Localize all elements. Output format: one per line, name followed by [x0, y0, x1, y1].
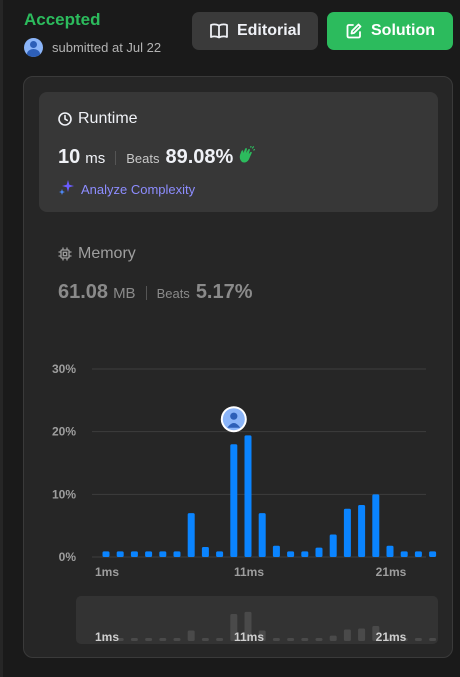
- navigator-tick-label: 1ms: [95, 630, 119, 644]
- runtime-bar[interactable]: [230, 444, 238, 557]
- runtime-title: Runtime: [58, 110, 138, 128]
- navigator-bar: [386, 638, 394, 641]
- editorial-label: Editorial: [236, 22, 301, 39]
- submission-meta: submitted at Jul 22: [24, 38, 161, 57]
- memory-title-text: Memory: [78, 245, 136, 262]
- runtime-stats: 10 ms Beats 89.08%: [58, 145, 256, 169]
- navigator-bar: [372, 626, 380, 641]
- memory-beats-percent: 5.17%: [195, 281, 253, 303]
- book-icon: [209, 22, 229, 40]
- runtime-bar[interactable]: [201, 546, 209, 557]
- clock-icon: [58, 112, 72, 126]
- memory-stats: 61.08 MB Beats 5.17%: [58, 281, 253, 304]
- marker-head: [230, 412, 238, 420]
- runtime-beats-percent: 89.08%: [165, 146, 234, 168]
- navigator-bar: [187, 630, 195, 641]
- chip-icon: [58, 247, 72, 261]
- x-tick-label: 1ms: [95, 565, 119, 579]
- navigator-bar: [258, 630, 266, 641]
- marker-body: [227, 422, 241, 428]
- y-tick-label: 30%: [52, 362, 76, 376]
- runtime-bar[interactable]: [329, 534, 337, 557]
- memory-value: 61.08: [58, 281, 109, 303]
- navigator-bar: [159, 638, 167, 641]
- runtime-bar[interactable]: [429, 551, 437, 557]
- submitted-time: submitted at Jul 22: [52, 40, 162, 55]
- navigator-bar: [216, 638, 224, 641]
- runtime-bar[interactable]: [386, 545, 394, 557]
- memory-divider: [145, 285, 147, 300]
- panel-left-border: [0, 0, 3, 677]
- runtime-bar[interactable]: [343, 508, 351, 557]
- navigator-bar: [145, 638, 153, 641]
- navigator-bar: [173, 638, 181, 641]
- runtime-bar[interactable]: [287, 551, 295, 557]
- analyze-complexity-link[interactable]: Analyze Complexity: [58, 179, 195, 199]
- y-tick-label: 0%: [59, 550, 77, 564]
- navigator-bar: [230, 614, 238, 641]
- runtime-unit: ms: [85, 150, 106, 167]
- runtime-bar[interactable]: [301, 551, 309, 557]
- navigator-bar: [329, 635, 337, 641]
- x-tick-label: 11ms: [234, 565, 264, 579]
- runtime-bar[interactable]: [414, 551, 422, 557]
- y-tick-label: 10%: [52, 487, 76, 501]
- navigator-bar: [315, 638, 323, 641]
- runtime-bar[interactable]: [145, 551, 153, 557]
- memory-title[interactable]: Memory: [58, 245, 136, 263]
- runtime-bar[interactable]: [130, 551, 138, 557]
- user-position-marker[interactable]: [220, 406, 247, 433]
- memory-unit: MB: [113, 285, 136, 302]
- y-tick-label: 20%: [52, 425, 76, 439]
- memory-beats-label: Beats: [156, 286, 190, 301]
- runtime-bar[interactable]: [258, 513, 266, 557]
- runtime-bar[interactable]: [187, 513, 195, 557]
- runtime-bar[interactable]: [102, 551, 110, 557]
- runtime-card[interactable]: [39, 92, 438, 212]
- navigator-bar: [343, 629, 351, 641]
- sparkle-icon: [58, 179, 75, 199]
- runtime-bar[interactable]: [216, 551, 224, 557]
- navigator-bar: [301, 638, 309, 641]
- navigator-bar: [414, 638, 422, 641]
- runtime-bar[interactable]: [116, 551, 124, 557]
- navigator-bar: [429, 638, 437, 641]
- runtime-bar[interactable]: [315, 547, 323, 557]
- runtime-bar[interactable]: [372, 494, 380, 557]
- navigator-bar: [358, 628, 366, 641]
- navigator-bar: [400, 638, 408, 641]
- runtime-bar[interactable]: [173, 551, 181, 557]
- analyze-complexity-label: Analyze Complexity: [81, 181, 196, 197]
- runtime-beats-label: Beats: [126, 151, 160, 166]
- edit-icon: [345, 22, 363, 40]
- navigator-bar: [287, 638, 295, 641]
- runtime-bar[interactable]: [400, 551, 408, 557]
- runtime-value: 10: [58, 146, 81, 168]
- clap-icon: [237, 145, 256, 169]
- navigator-bar: [130, 638, 138, 641]
- runtime-bar[interactable]: [358, 504, 366, 557]
- navigator-bar: [244, 611, 252, 641]
- runtime-title-text: Runtime: [78, 110, 138, 127]
- navigator-tick-label: 21ms: [376, 630, 407, 644]
- runtime-bar[interactable]: [272, 545, 280, 557]
- navigator-bar: [116, 638, 124, 641]
- submission-status: Accepted: [24, 10, 101, 29]
- x-tick-label: 21ms: [376, 565, 407, 579]
- runtime-bar[interactable]: [244, 435, 252, 557]
- navigator-bar: [102, 638, 110, 641]
- runtime-divider: [115, 150, 117, 165]
- user-avatar-icon[interactable]: [24, 38, 43, 57]
- editorial-button[interactable]: Editorial: [192, 12, 318, 50]
- solution-label: Solution: [371, 22, 435, 39]
- runtime-bar[interactable]: [159, 551, 167, 557]
- navigator-bar: [272, 638, 280, 641]
- navigator-bar: [201, 638, 209, 641]
- solution-button[interactable]: Solution: [327, 12, 453, 50]
- navigator-tick-label: 11ms: [234, 630, 264, 644]
